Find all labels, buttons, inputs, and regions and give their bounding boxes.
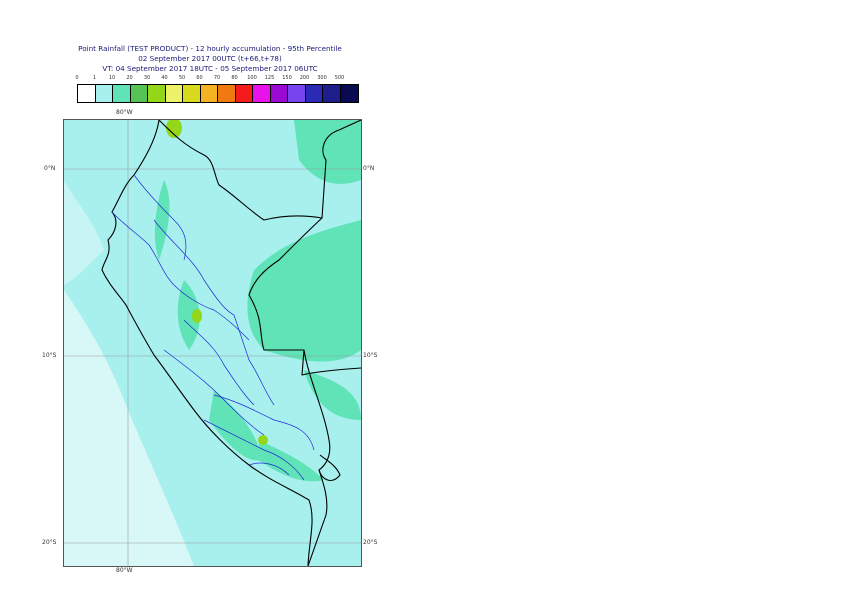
legend-tick: 70 [213,75,221,81]
legend-tick: 0 [75,75,79,81]
lon-label-bottom: 80°W [116,567,133,574]
legend-swatch [235,85,253,102]
legend-swatch [323,85,341,102]
legend-tick: 50 [178,75,186,81]
rain-patches [154,120,361,482]
lat-label-20s-right: 20°S [363,539,378,546]
lat-label-10s-right: 10°S [363,352,378,359]
model-run-time: 02 September 2017 00UTC (t+66,t+78) [138,54,282,63]
legend-tick: 100 [247,75,257,81]
legend-swatch [340,85,358,102]
lat-label-0-left: 0°N [44,165,56,172]
dry-sea-area-2 [64,180,104,285]
national-borders [101,120,361,566]
legend-swatch [305,85,323,102]
validity-time: VT: 04 September 2017 18UTC - 05 Septemb… [102,64,318,73]
legend-swatch [165,85,183,102]
lat-label-0-right: 0°N [363,165,375,172]
legend-swatch [130,85,148,102]
legend-tick: 200 [299,75,310,81]
legend-tick: 300 [317,75,327,81]
rainfall-map[interactable] [63,119,362,567]
heavy-rain-spots [166,120,268,445]
legend-swatch [183,85,201,102]
legend-tick: 500 [334,75,345,81]
legend-swatch [218,85,236,102]
legend-swatch [148,85,166,102]
legend-swatch [113,85,131,102]
legend-tick: 1 [92,75,97,81]
legend-tick: 80 [231,75,238,81]
legend-tick: 40 [161,75,168,81]
chart-title: Point Rainfall (TEST PRODUCT) - 12 hourl… [78,44,342,53]
legend-tick-labels: 0 1 10 20 30 40 50 60 70 80 100 125 150 200 300 500 [75,75,347,83]
legend-tick: 10 [108,75,116,81]
dry-sea-area [64,290,194,566]
legend-swatch [95,85,113,102]
map-canvas [64,120,361,566]
legend-tick: 150 [282,75,292,81]
legend-tick: 30 [143,75,151,81]
legend-swatch [200,85,218,102]
lon-label-top: 80°W [116,109,133,116]
lat-label-10s-left: 10°S [42,352,57,359]
legend-swatch [270,85,288,102]
lat-label-20s-left: 20°S [42,539,57,546]
legend-swatch [78,85,96,102]
legend-swatch [253,85,271,102]
graticule [64,120,361,566]
color-legend [77,84,359,103]
legend-tick: 125 [264,75,275,81]
legend-tick: 20 [126,75,133,81]
legend-tick: 60 [196,75,203,81]
regional-boundaries [111,174,315,481]
legend-swatch [288,85,306,102]
